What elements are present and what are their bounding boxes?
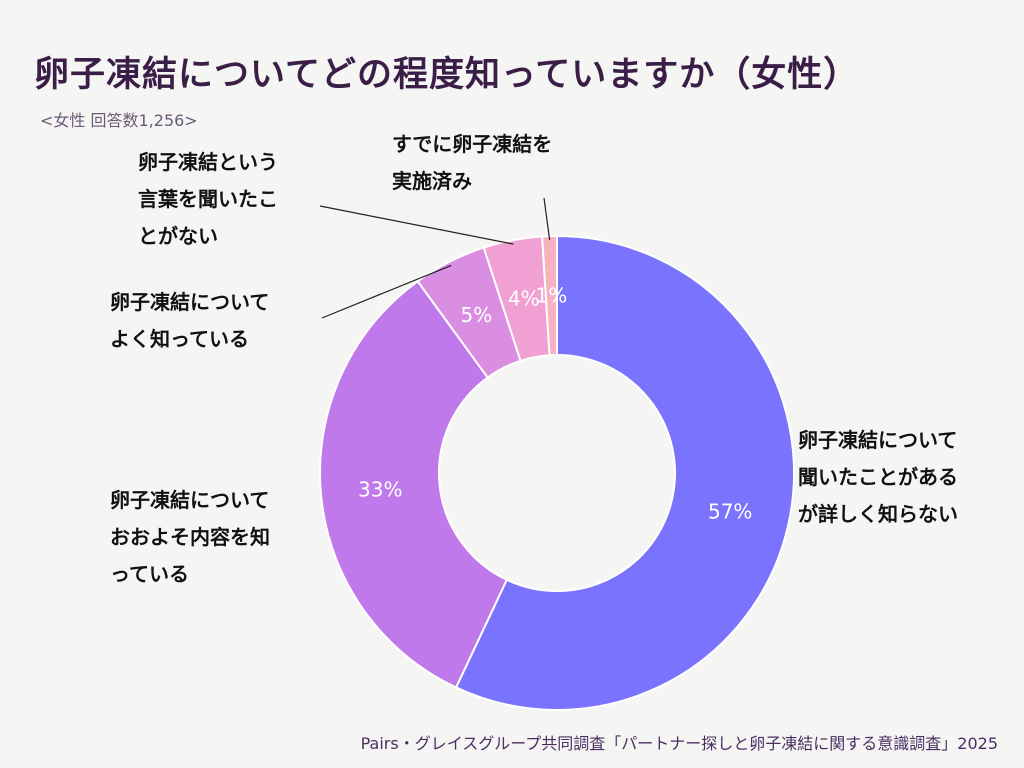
pct-label-know-well: 5% [461, 303, 493, 327]
source-note: Pairs・グレイスグループ共同調査「パートナー探しと卵子凍結に関する意識調査」… [360, 734, 998, 753]
label-know-well: 卵子凍結について よく知っている [110, 290, 270, 351]
pct-label-roughly-know: 33% [358, 478, 402, 502]
pct-label-heard-not-detailed: 57% [708, 500, 752, 524]
chart-title: 卵子凍結についてどの程度知っていますか（女性） [34, 55, 860, 95]
pct-label-already-done: 1% [536, 284, 568, 308]
chart-subtitle: <女性 回答数1,256> [40, 111, 198, 130]
label-never-heard: 卵子凍結という 言葉を聞いたこ とがない [138, 150, 278, 248]
label-roughly-know: 卵子凍結について おおよそ内容を知 っている [110, 488, 270, 586]
slice-heard-not-detailed [454, 234, 795, 711]
pct-label-never-heard: 4% [508, 287, 540, 311]
slice-already-done [541, 234, 558, 357]
label-already-done: すでに卵子凍結を 実施済み [392, 132, 553, 193]
slice-roughly-know [319, 279, 509, 689]
leader-line-never-heard [319, 205, 514, 245]
leader-line-know-well [321, 264, 452, 319]
leader-line-already-done [543, 197, 551, 241]
label-heard-not-detailed: 卵子凍結について 聞いたことがある が詳しく知らない [798, 428, 958, 526]
